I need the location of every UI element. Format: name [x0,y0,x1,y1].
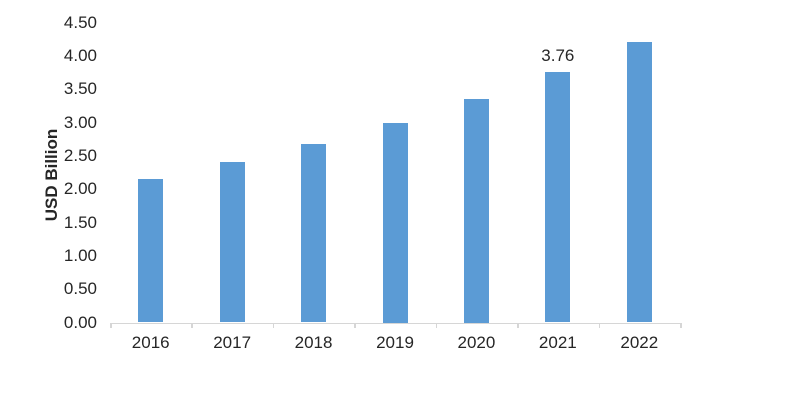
x-category-label: 2018 [294,333,333,352]
x-axis-tick [110,322,112,328]
y-tick-label: 1.00 [63,245,97,265]
bar-2017 [219,161,245,323]
y-tick-label: 2.00 [63,179,97,199]
bar-2021 [545,71,571,323]
y-tick-label: 3.00 [63,112,97,132]
x-axis-line [110,322,680,324]
x-axis-tick [354,322,356,328]
x-category-label: 2019 [376,333,414,352]
y-tick-label: 4.00 [63,45,97,65]
x-category-label: 2022 [620,333,659,352]
bar-2020 [463,98,489,323]
x-axis-tick [680,322,682,328]
bar-2022 [626,41,652,323]
x-category-label: 2017 [213,333,252,352]
y-tick-label: 4.50 [63,12,97,32]
y-tick-label: 0.50 [63,279,97,299]
bar-data-label: 3.76 [541,45,575,65]
y-tick-label: 2.50 [63,145,97,165]
x-axis-tick [598,322,601,328]
x-category-label: 2020 [457,333,496,352]
x-category-label: 2021 [538,333,577,352]
x-axis-tick [272,322,275,328]
y-tick-label: 0.00 [63,312,97,332]
y-tick-label: 1.50 [63,212,97,232]
x-axis-tick [435,322,438,328]
x-axis-tick [517,322,519,328]
y-tick-label: 3.50 [63,79,97,99]
bar-2018 [301,143,327,323]
bar-2016 [138,179,164,323]
bar-2019 [382,122,408,323]
x-axis-tick [191,322,193,328]
y-axis-title: USD Billion [42,128,61,222]
x-category-label: 2016 [131,333,170,352]
